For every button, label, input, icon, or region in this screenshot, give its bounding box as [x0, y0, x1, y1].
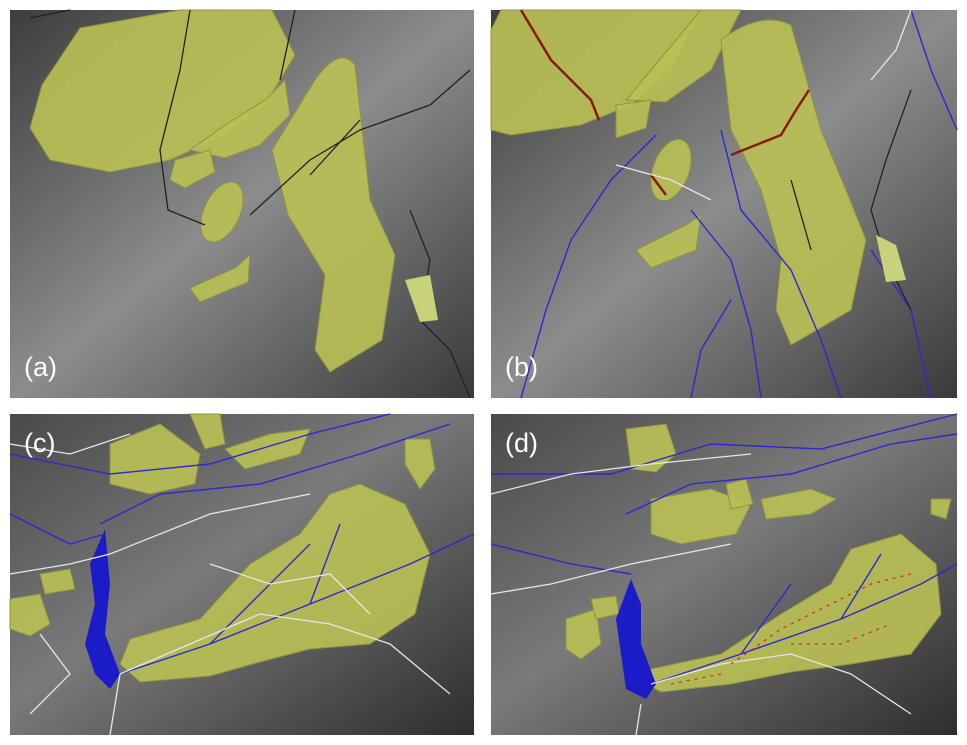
panel-label: (a): [24, 352, 57, 382]
panel-d: (d): [491, 414, 957, 735]
region: [40, 569, 75, 594]
panel-label: (d): [505, 428, 538, 458]
panel-label: (c): [24, 428, 55, 458]
panel-b: (b): [491, 10, 957, 398]
panel-c: (c): [10, 414, 474, 735]
figure: (a) (b) (c): [0, 0, 967, 745]
panel-label: (b): [505, 352, 538, 382]
panel-a: (a): [10, 10, 474, 398]
